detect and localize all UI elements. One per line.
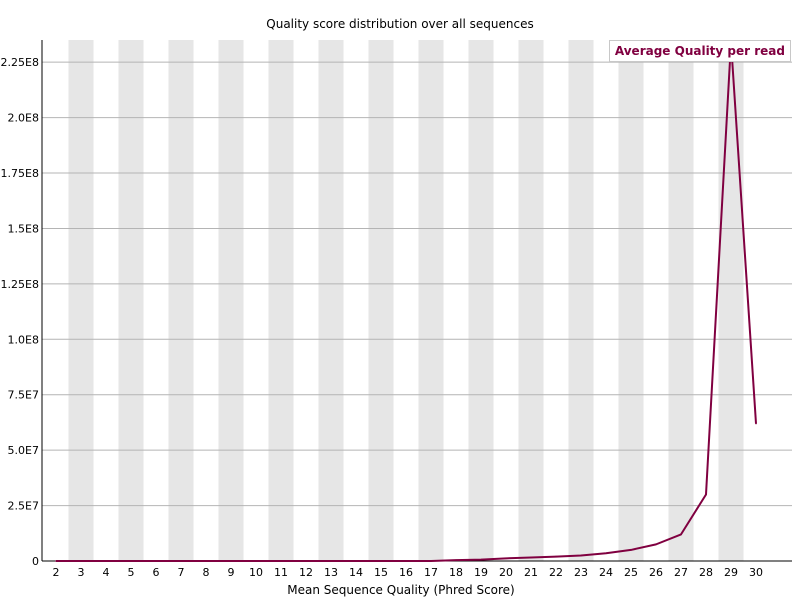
x-tick-label: 23 (574, 566, 588, 579)
x-tick-label: 30 (749, 566, 763, 579)
y-tick-label: 2.25E8 (1, 56, 39, 69)
data-point (255, 560, 257, 562)
data-point (705, 493, 707, 496)
data-point (655, 543, 657, 546)
x-tick-label: 15 (374, 566, 388, 579)
background-stripe (268, 40, 294, 561)
y-tick-label: 7.5E7 (8, 389, 39, 402)
y-tick-label: 1.75E8 (1, 167, 39, 180)
data-point (230, 560, 232, 562)
background-stripe (518, 40, 544, 561)
x-tick-label: 24 (599, 566, 613, 579)
data-point (305, 560, 307, 562)
data-point (330, 560, 332, 562)
y-tick-label: 5.0E7 (8, 444, 39, 457)
x-tick-label: 25 (624, 566, 638, 579)
y-tick-label: 1.5E8 (8, 222, 39, 235)
x-tick-label: 12 (299, 566, 313, 579)
chart-title: Quality score distribution over all sequ… (266, 17, 534, 31)
x-tick-label: 10 (249, 566, 263, 579)
background-stripe (168, 40, 194, 561)
background-stripe (668, 40, 694, 561)
data-point (180, 560, 182, 562)
data-point (80, 560, 82, 562)
data-point (605, 552, 607, 555)
x-tick-label: 16 (399, 566, 413, 579)
series-line (56, 41, 757, 562)
data-point (130, 560, 132, 562)
x-tick-label: 17 (424, 566, 438, 579)
x-tick-label: 27 (674, 566, 688, 579)
data-point (755, 422, 757, 425)
x-tick-label: 14 (349, 566, 363, 579)
background-stripe (568, 40, 594, 561)
data-point (55, 560, 57, 562)
y-tick-label: 2.5E7 (8, 500, 39, 513)
legend-entry: Average Quality per read (608, 40, 791, 62)
data-point (280, 560, 282, 562)
data-point (680, 533, 682, 536)
x-tick-label: 2 (53, 566, 60, 579)
data-point (405, 560, 407, 562)
x-tick-label: 9 (228, 566, 235, 579)
x-tick-label: 13 (324, 566, 338, 579)
data-point (105, 560, 107, 562)
background-stripe (218, 40, 244, 561)
background-stripe (418, 40, 444, 561)
x-tick-label: 8 (203, 566, 210, 579)
x-tick-label: 3 (78, 566, 85, 579)
data-point (480, 558, 482, 561)
background-stripe (318, 40, 344, 561)
x-tick-label: 7 (178, 566, 185, 579)
data-point (205, 560, 207, 562)
y-tick-label: 0 (32, 555, 39, 568)
data-point (555, 555, 557, 558)
background-stripe (718, 40, 744, 561)
x-tick-label: 26 (649, 566, 663, 579)
data-point (630, 549, 632, 551)
x-tick-label: 19 (474, 566, 488, 579)
x-tick-label: 6 (153, 566, 160, 579)
x-tick-label: 18 (449, 566, 463, 579)
y-tick-label: 2.0E8 (8, 112, 39, 125)
x-tick-label: 5 (128, 566, 135, 579)
x-tick-label: 4 (103, 566, 110, 579)
x-tick-label: 20 (499, 566, 513, 579)
y-tick-label: 1.0E8 (8, 333, 39, 346)
data-point (580, 554, 582, 557)
data-point (355, 560, 357, 562)
x-tick-label: 22 (549, 566, 563, 579)
data-point (380, 560, 382, 562)
data-point (155, 560, 157, 562)
data-point (505, 557, 507, 560)
background-stripe (468, 40, 494, 561)
y-tick-label: 1.25E8 (1, 278, 39, 291)
x-axis-label: Mean Sequence Quality (Phred Score) (287, 583, 515, 597)
x-tick-label: 29 (724, 566, 738, 579)
data-point (430, 560, 432, 562)
x-tick-label: 28 (699, 566, 713, 579)
x-tick-label: 21 (524, 566, 538, 579)
background-stripe (618, 40, 644, 561)
data-point (455, 559, 457, 561)
x-tick-label: 11 (274, 566, 288, 579)
background-stripe (368, 40, 394, 561)
background-stripe (118, 40, 144, 561)
data-point (530, 556, 532, 559)
background-stripe (68, 40, 94, 561)
